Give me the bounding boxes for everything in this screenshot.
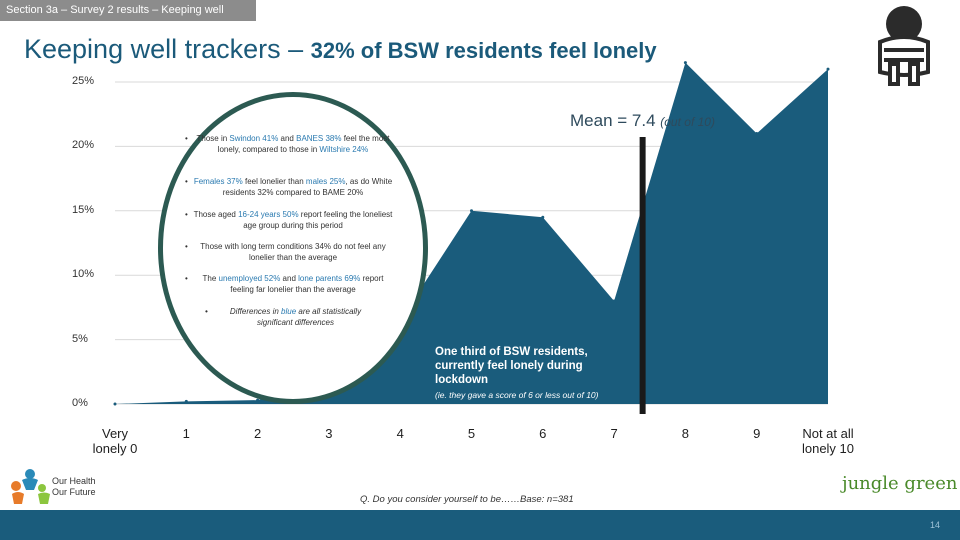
y-tick-label: 25% — [72, 75, 95, 87]
b5-text-2: and — [280, 274, 299, 283]
title-main: Keeping well trackers – — [24, 34, 311, 64]
x-tick-label: Very lonely 0 — [92, 426, 138, 456]
mean-label: Mean = 7.4 (out of 10) — [570, 111, 715, 131]
b5-text-1: The — [202, 274, 219, 283]
page-title: Keeping well trackers – 32% of BSW resid… — [24, 32, 657, 71]
y-tick-label: 15% — [72, 203, 95, 216]
y-tick-label: 0% — [72, 397, 88, 409]
b1-text-2: and — [278, 134, 297, 143]
x-tick-label: Not at all lonely 10 — [801, 426, 855, 456]
callout-bullet-ltc: • Those with long term conditions 34% do… — [185, 241, 393, 263]
b3-age: 16-24 years 50% — [238, 210, 299, 219]
b1-text-1: Those in — [196, 134, 230, 143]
mean-label-sub: (out of 10) — [660, 115, 715, 129]
data-point — [683, 61, 687, 65]
b2-males: males 25% — [305, 177, 346, 186]
data-point — [541, 215, 545, 219]
y-tick-label: 5% — [72, 332, 88, 345]
footer-bar — [0, 510, 960, 540]
x-tick-label: 2 — [253, 426, 262, 441]
y-tick-label: 20% — [72, 139, 95, 152]
data-point — [755, 132, 759, 136]
callout-bullet-region: • Those in Swindon 41% and BANES 38% fee… — [185, 133, 393, 155]
area-series — [115, 62, 828, 405]
data-point — [612, 299, 616, 303]
callout-bullet-note: • Differences in blue are all statistica… — [205, 306, 378, 328]
data-point — [184, 399, 188, 403]
logo-left-line-1: Our Health — [52, 476, 96, 486]
b1-swindon: Swindon 41% — [229, 134, 279, 143]
b5-lone-parents: lone parents 69% — [298, 274, 361, 283]
b4-text: Those with long term conditions 34% do n… — [200, 242, 386, 262]
bullet-dot: • — [185, 177, 188, 186]
one-third-subnote: (ie. they gave a score of 6 or less out … — [435, 390, 599, 400]
b1-text-3: feel the most lonely, compared to those … — [217, 134, 390, 154]
b1-wiltshire: Wiltshire 24% — [319, 145, 369, 154]
one-third-annotation: One third of BSW residents, currently fe… — [435, 346, 588, 386]
x-tick-label: 7 — [610, 426, 618, 441]
callout-bullet-gender: • Females 37% feel lonelier than males 2… — [185, 176, 393, 198]
b6-text-2: are all statistically significant differ… — [257, 307, 362, 327]
callout-bullet-employment: • The unemployed 52% and lone parents 69… — [185, 273, 393, 295]
bullet-dot: • — [185, 242, 188, 251]
b2-text-2: , as do White residents 32% compared to … — [222, 177, 393, 197]
page-number: 14 — [929, 520, 940, 530]
b6-blue-word: blue — [281, 307, 297, 316]
x-tick-label: 4 — [396, 426, 404, 441]
data-point — [470, 209, 473, 213]
mean-label-main: Mean = 7.4 — [570, 111, 656, 130]
b1-banes: BANES 38% — [296, 134, 342, 143]
section-label: Section 3a – Survey 2 results – Keeping … — [0, 0, 256, 21]
b2-females: Females 37% — [193, 177, 243, 186]
callout-bullet-age: • Those aged 16-24 years 50% report feel… — [185, 209, 393, 231]
b6-text-1: Differences in — [229, 307, 282, 316]
title-highlight: 32% of BSW residents feel lonely — [310, 38, 657, 63]
jungle-green-logo: jungle green — [842, 473, 958, 494]
b5-unemployed: unemployed 52% — [218, 274, 281, 283]
data-point — [113, 402, 117, 406]
question-base-note: Q. Do you consider yourself to be……Base:… — [360, 494, 574, 505]
y-tick-label: 10% — [72, 268, 95, 281]
bullet-dot: • — [185, 134, 188, 143]
x-tick-label: 9 — [753, 426, 761, 441]
callout-circle — [158, 92, 428, 404]
our-health-logo-icon — [11, 469, 50, 504]
x-tick-label: 1 — [182, 426, 190, 441]
bullet-dot: • — [185, 274, 188, 283]
b2-text-1: feel lonelier than — [242, 177, 306, 186]
data-point — [826, 67, 830, 71]
data-point — [256, 398, 260, 402]
x-tick-label: 6 — [539, 426, 547, 441]
bullet-dot: • — [185, 210, 188, 219]
x-tick-label: 5 — [467, 426, 476, 441]
b3-text-2: report feeling the loneliest age group d… — [243, 210, 393, 230]
logo-left-line-2: Our Future — [52, 487, 96, 497]
x-tick-label: 3 — [325, 426, 333, 441]
b3-text-1: Those aged — [193, 210, 239, 219]
our-health-logo-text: Our Health Our Future — [52, 476, 96, 498]
x-tick-label: 8 — [681, 426, 690, 441]
bullet-dot: • — [205, 307, 208, 316]
lonely-person-icon — [878, 6, 930, 86]
b5-text-3: report feeling far lonelier than the ave… — [230, 274, 384, 294]
